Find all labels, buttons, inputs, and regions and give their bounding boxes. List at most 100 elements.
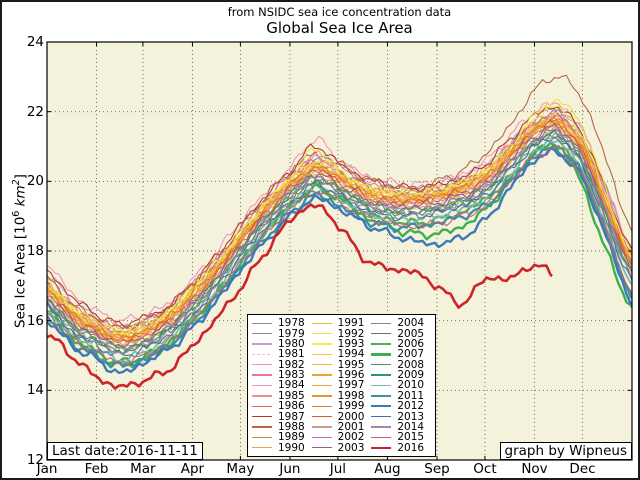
legend-item-1991: 1991 [311,317,372,330]
legend-swatch-2002 [311,436,332,439]
legend-item-2003: 2003 [311,441,372,454]
legend-year-label: 2003 [337,441,365,454]
legend-item-2013: 2013 [371,411,431,422]
legend-year-label: 1991 [337,317,365,330]
legend-year-label: 2002 [337,431,365,444]
legend-item-1989: 1989 [252,431,312,444]
x-tick-label-sep: Sep [424,461,450,477]
legend-item-2000: 2000 [311,410,372,423]
legend-year-label: 1989 [278,431,305,444]
legend-year-label: 1983 [278,369,305,382]
legend-item-2004: 2004 [371,318,431,328]
legend-item-1992: 1992 [311,327,372,340]
legend-year-label: 1990 [278,441,305,454]
legend-year-label: 2011 [397,389,425,402]
y-tick-label-24: 24 [26,34,44,50]
legend-year-label: 2009 [397,369,425,382]
legend-year-label: 2014 [397,421,425,434]
legend-box: 1978 1979 1980 1981 1982 1983 1984 1985 1986 1987… [247,314,436,457]
series-group [47,74,632,390]
legend-item-2014: 2014 [371,422,431,432]
x-tick-label-dec: Dec [569,461,596,477]
y-tick-label-14: 14 [26,382,44,399]
legend-swatch-2011 [371,394,392,398]
legend-swatch-2012 [371,405,392,408]
legend-item-2001: 2001 [311,421,372,434]
legend-swatch-1993 [311,343,332,345]
legend-swatch-1979 [252,332,272,335]
legend-swatch-2006 [371,342,392,346]
x-tick-label-oct: Oct [473,461,497,477]
legend-year-label: 1998 [337,389,365,402]
legend-item-2012: 2012 [371,400,431,413]
x-tick-label-jun: Jun [279,461,301,477]
legend-year-label: 2000 [337,410,365,423]
legend-item-1981: 1981 [252,349,312,360]
legend-swatch-1997 [311,384,332,387]
series-2010-line [47,139,632,363]
legend-year-label: 1997 [337,379,365,392]
legend-item-1980: 1980 [252,339,312,349]
series-2015-line [47,144,632,366]
legend-swatch-1994 [311,353,332,355]
legend-year-label: 1985 [278,389,305,402]
legend-item-1993: 1993 [311,337,372,350]
series-2011-line [47,144,632,368]
legend-swatch-1996 [311,374,332,376]
legend-item-2011: 2011 [371,391,431,401]
legend-year-label: 2016 [397,441,425,454]
legend-year-label: 2005 [397,327,425,340]
legend-swatch-1978 [252,322,272,324]
x-tick-label-jul: Jul [329,461,347,477]
legend-item-1994: 1994 [311,349,372,360]
series-2014-line [47,132,632,356]
y-tick-label-18: 18 [26,243,44,259]
legend-item-1982: 1982 [252,359,312,370]
series-1999-line [47,118,632,342]
legend-swatch-2007 [371,353,392,356]
legend-swatch-1995 [311,364,332,366]
y-tick-label-16: 16 [26,312,44,329]
series-2016-line [47,203,553,390]
legend-item-1998: 1998 [311,389,372,402]
legend-swatch-1998 [311,395,332,397]
y-tick-label-22: 22 [26,103,44,120]
legend-item-1987: 1987 [252,410,312,423]
legend-swatch-1990 [252,447,272,449]
legend-item-1983: 1983 [252,370,312,380]
legend-year-label: 2001 [337,421,365,434]
y-tick-label-20: 20 [26,173,44,190]
legend-year-label: 1992 [337,327,365,340]
legend-item-2005: 2005 [371,327,431,340]
legend-item-1990: 1990 [252,443,312,453]
legend-swatch-1986 [252,405,272,407]
legend-item-2007: 2007 [371,348,431,361]
legend-year-label: 1987 [278,410,305,423]
legend-year-label: 1978 [278,317,305,330]
x-tick-label-apr: Apr [180,461,205,477]
legend-swatch-2000 [311,416,332,418]
legend-swatch-2009 [371,374,392,376]
legend-year-label: 2012 [397,400,425,413]
legend-swatch-2015 [371,436,392,439]
legend-item-1985: 1985 [252,391,312,401]
legend-swatch-1981 [252,353,272,355]
legend-year-label: 1995 [337,358,365,371]
series-2012-line [47,147,632,374]
legend-swatch-1987 [252,416,272,418]
legend-year-label: 1996 [337,369,365,382]
legend-swatch-1982 [252,364,272,366]
legend-swatch-2013 [371,416,392,418]
legend-item-2002: 2002 [311,431,372,444]
y-tick-label-12: 12 [26,452,44,468]
legend-year-label: 1993 [337,337,365,350]
legend-swatch-1989 [252,436,272,439]
legend-swatch-1980 [252,343,272,345]
legend-item-2010: 2010 [371,379,431,392]
y-axis-label-exponent: 6 [11,210,22,217]
legend-year-label: 2010 [397,379,425,392]
legend-year-label: 2007 [397,348,425,361]
legend-item-1979: 1979 [252,328,312,339]
legend-swatch-2010 [371,384,392,387]
legend-swatch-1983 [252,374,272,376]
